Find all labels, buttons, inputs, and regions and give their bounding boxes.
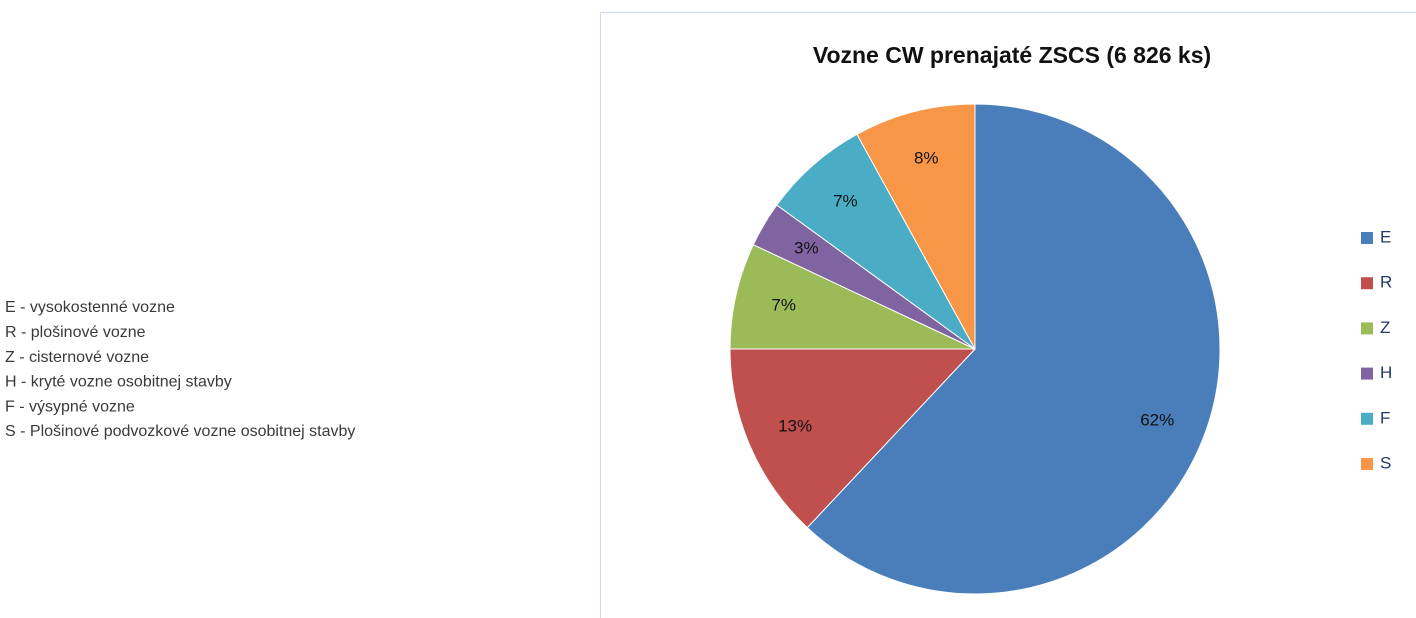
key-line: Z - cisternové vozne bbox=[5, 349, 149, 366]
legend-label: H bbox=[1380, 363, 1392, 382]
legend-label: E bbox=[1380, 227, 1391, 246]
chart-frame bbox=[600, 12, 1416, 618]
pie-slice bbox=[729, 244, 976, 350]
legend-label: S bbox=[1380, 453, 1391, 472]
chart-title: Vozne CW prenajaté ZSCS (6 826 ks) bbox=[813, 42, 1211, 68]
data-label: 3% bbox=[794, 239, 819, 258]
data-label: 7% bbox=[771, 296, 796, 315]
pie-slice bbox=[729, 348, 977, 529]
legend-label: F bbox=[1380, 408, 1390, 427]
pie-slice bbox=[856, 103, 976, 350]
legend-label: Z bbox=[1380, 318, 1390, 337]
legend-swatch bbox=[1361, 412, 1373, 425]
key-line: E - vysokostenné vozne bbox=[5, 299, 175, 316]
pie-slice bbox=[806, 103, 1221, 595]
data-label: 7% bbox=[833, 191, 858, 210]
key-line: R - plošinové vozne bbox=[5, 324, 146, 341]
data-label: 62% bbox=[1140, 411, 1174, 430]
legend-swatch bbox=[1361, 322, 1373, 335]
data-label: 8% bbox=[914, 149, 939, 168]
legend-swatch bbox=[1361, 458, 1373, 470]
legend-swatch bbox=[1361, 277, 1373, 290]
legend-label: R bbox=[1380, 273, 1392, 292]
key-line: S - Plošinové podvozkové vozne osobitnej… bbox=[5, 423, 355, 440]
key-line: F - výsypné vozne bbox=[5, 398, 135, 415]
legend-swatch bbox=[1361, 232, 1373, 244]
data-label: 13% bbox=[778, 416, 812, 435]
key-line: H - kryté vozne osobitnej stavby bbox=[5, 374, 232, 391]
legend-swatch bbox=[1361, 367, 1373, 380]
pie-slice bbox=[776, 133, 976, 350]
